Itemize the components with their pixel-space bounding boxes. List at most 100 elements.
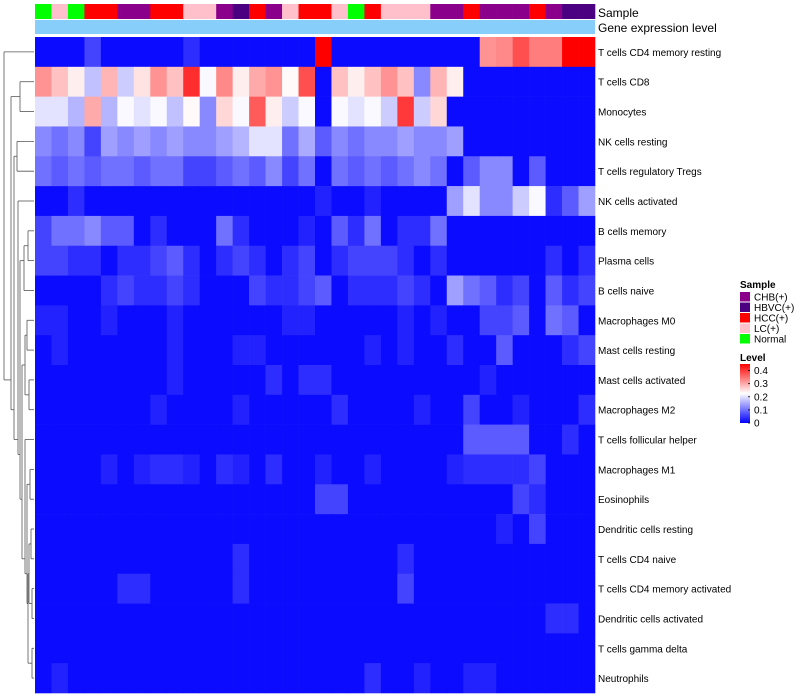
heatmap-cell	[51, 245, 69, 276]
heatmap-cell	[529, 156, 546, 187]
heatmap-cell	[364, 66, 382, 97]
heatmap-cell	[183, 335, 201, 366]
heatmap-cell	[529, 96, 546, 127]
sample-annotation-cell	[150, 4, 168, 19]
heatmap-cell	[265, 96, 283, 127]
heatmap-cell	[282, 335, 299, 366]
heatmap-cell	[529, 484, 546, 515]
heatmap-cell	[265, 245, 283, 276]
heatmap-cell	[347, 305, 365, 336]
heatmap-cell	[35, 186, 52, 217]
heatmap-cell	[413, 126, 431, 157]
heatmap-cell	[380, 365, 398, 396]
heatmap-cell	[216, 603, 233, 634]
heatmap-cell	[232, 484, 250, 515]
heatmap-cell	[117, 514, 135, 545]
heatmap-cell	[298, 245, 316, 276]
heatmap-cell	[479, 603, 497, 634]
heatmap-cell	[463, 454, 481, 485]
heatmap-cell	[100, 484, 118, 515]
sample-annotation-cell	[232, 4, 250, 19]
heatmap-cell	[479, 633, 497, 664]
legend-swatch	[740, 292, 750, 302]
heatmap-cell	[562, 37, 579, 68]
heatmap-cell	[430, 156, 448, 187]
heatmap-cell	[529, 305, 546, 336]
heatmap-cell	[133, 305, 151, 336]
track-label-gene-expression: Gene expression level	[598, 21, 717, 35]
heatmap-cell	[463, 514, 481, 545]
heatmap-cell	[216, 484, 233, 515]
heatmap-cell	[249, 186, 266, 217]
heatmap-cell	[150, 96, 168, 127]
heatmap-cell	[183, 543, 201, 575]
heatmap-cell	[364, 186, 382, 217]
heatmap-cell	[347, 335, 365, 366]
heatmap-cell	[397, 335, 415, 366]
heatmap-cell	[331, 603, 349, 634]
heatmap-cell	[562, 573, 579, 604]
heatmap-cell	[430, 96, 448, 127]
heatmap-cell	[479, 96, 497, 127]
heatmap-cell	[446, 275, 464, 306]
heatmap-cell	[578, 37, 596, 68]
sample-annotation-cell	[298, 4, 316, 19]
heatmap-cell	[249, 275, 266, 306]
heatmap-cell	[84, 663, 102, 694]
heatmap-cell	[265, 633, 283, 664]
heatmap-cell	[347, 514, 365, 545]
heatmap-cell	[84, 573, 102, 604]
heatmap-cell	[463, 186, 481, 217]
heatmap-cell	[463, 394, 481, 425]
heatmap-cell	[430, 543, 448, 575]
heatmap-cell	[100, 663, 118, 694]
row-label: Plasma cells	[598, 257, 654, 268]
row-label: T cells CD4 memory activated	[598, 585, 731, 596]
heatmap-cell	[430, 365, 448, 396]
heatmap-cell	[364, 484, 382, 515]
heatmap-cell	[364, 365, 382, 396]
heatmap-cell	[166, 573, 184, 604]
heatmap-cell	[67, 215, 85, 247]
heatmap-cell	[166, 603, 184, 634]
heatmap-cell	[380, 37, 398, 68]
heatmap-cell	[496, 186, 513, 217]
heatmap-cell	[249, 245, 266, 276]
heatmap-cell	[183, 66, 201, 97]
heatmap-cell	[315, 245, 332, 276]
heatmap-cell	[430, 335, 448, 366]
heatmap-cell	[183, 603, 201, 634]
heatmap-cell	[100, 96, 118, 127]
heatmap-cell	[35, 66, 52, 97]
heatmap-cell	[67, 663, 85, 694]
sample-annotation-cell	[249, 4, 266, 19]
heatmap-cell	[578, 186, 596, 217]
heatmap-cell	[282, 663, 299, 694]
heatmap-cell	[562, 394, 579, 425]
heatmap-cell	[347, 275, 365, 306]
row-label: NK cells activated	[598, 197, 677, 208]
heatmap-cell	[347, 454, 365, 485]
heatmap-cell	[430, 603, 448, 634]
heatmap-cell	[446, 514, 464, 545]
heatmap-cell	[150, 156, 168, 187]
heatmap-cell	[199, 156, 217, 187]
heatmap-cell	[298, 394, 316, 425]
heatmap-cell	[529, 454, 546, 485]
heatmap-cell	[496, 663, 513, 694]
heatmap-cell	[562, 96, 579, 127]
heatmap-cell	[413, 275, 431, 306]
heatmap-cell	[331, 365, 349, 396]
heatmap-cell	[397, 245, 415, 276]
heatmap-cell	[430, 215, 448, 247]
heatmap-cell	[512, 305, 530, 336]
heatmap-cell	[496, 484, 513, 515]
heatmap-cell	[529, 66, 546, 97]
heatmap-cell	[397, 663, 415, 694]
heatmap-cell	[562, 484, 579, 515]
heatmap-cell	[446, 66, 464, 97]
heatmap-cell	[463, 66, 481, 97]
heatmap-cell	[364, 37, 382, 68]
heatmap-cell	[51, 335, 69, 366]
heatmap-cell	[249, 484, 266, 515]
